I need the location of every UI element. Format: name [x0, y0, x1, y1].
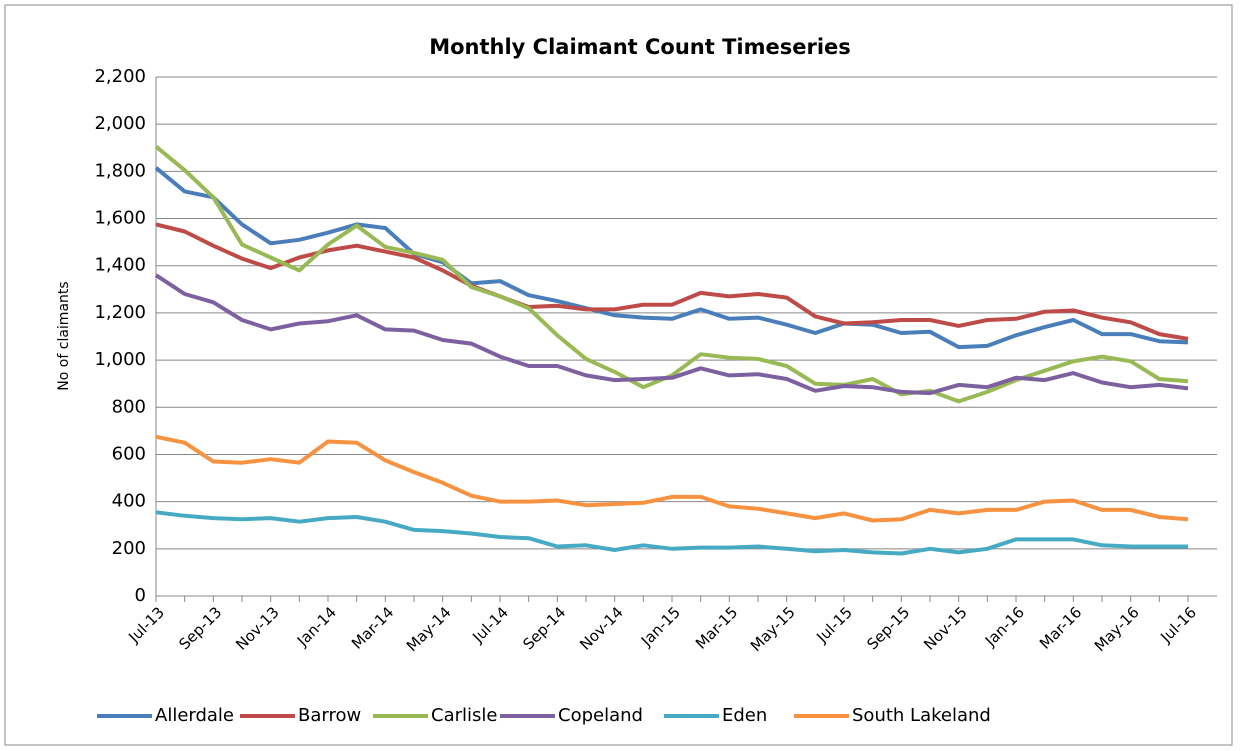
legend-label: Eden	[722, 705, 767, 726]
series-line	[155, 434, 1189, 523]
series-line	[155, 510, 1188, 556]
y-tick-label: 1,800	[94, 160, 146, 181]
y-axis-label: No of claimants	[56, 281, 72, 390]
y-tick-label: 400	[112, 491, 146, 512]
series-line	[154, 273, 1189, 396]
legend-label: Carlisle	[431, 705, 497, 726]
y-tick-label: 1,600	[94, 208, 146, 229]
y-tick-label: 1,000	[94, 349, 146, 370]
y-tick-label: 600	[112, 443, 146, 464]
y-tick-label: 200	[112, 538, 146, 559]
y-tick-label: 0	[135, 585, 146, 606]
legend-label: Allerdale	[155, 705, 234, 726]
y-tick-label: 800	[112, 396, 146, 417]
chart-title: Monthly Claimant Count Timeseries	[429, 35, 851, 59]
legend-label: Barrow	[298, 705, 361, 726]
series-line	[154, 145, 1189, 404]
series-line	[154, 166, 1189, 350]
legend-label: South Lakeland	[852, 705, 991, 726]
y-tick-label: 1,200	[94, 302, 146, 323]
y-tick-label: 2,000	[94, 113, 146, 134]
y-tick-label: 2,200	[94, 66, 146, 87]
series-line	[155, 222, 1189, 341]
y-tick-label: 1,400	[94, 255, 146, 276]
legend-label: Copeland	[558, 705, 643, 726]
